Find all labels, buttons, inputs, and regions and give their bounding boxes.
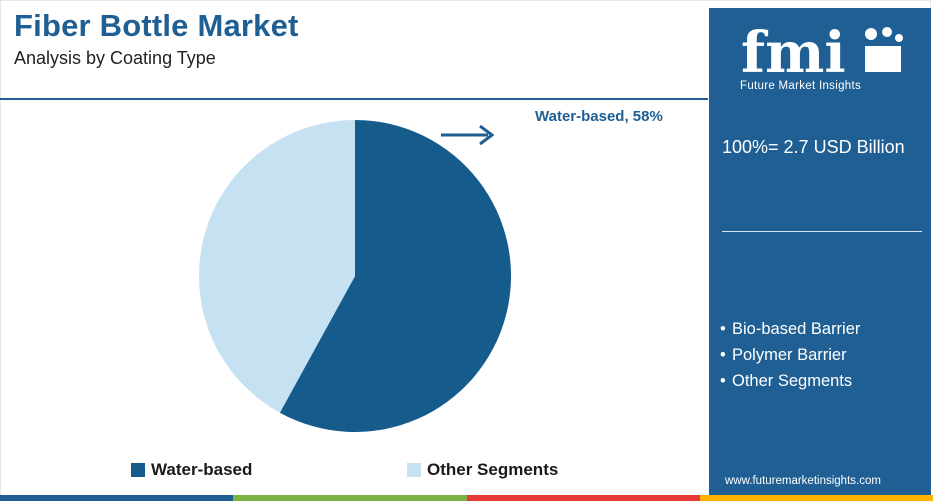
fmi-logo: fmi [741,24,903,86]
segment-item: • Bio-based Barrier [720,320,861,338]
footer-color-bar [0,495,933,501]
pie-chart [199,120,512,432]
footer-bar-segment [699,495,933,501]
panel-divider [722,231,922,232]
footer-bar-segment [466,495,700,501]
legend-swatch-water-based [131,463,145,477]
legend-label-other-segments: Other Segments [427,460,559,479]
footer-bar-segment [0,495,234,501]
website-link[interactable]: www.futuremarketinsights.com [725,475,881,487]
logo-caption: Future Market Insights [740,80,862,92]
footer-bar-segment [233,495,467,501]
chart-title: Fiber Bottle Market [14,8,299,43]
pie-slice-water-based [279,120,512,432]
info-panel [709,8,931,499]
segment-label: Other Segments [732,372,853,390]
legend-item-water-based: Water-based [131,458,252,482]
legend-item-other-segments: Other Segments [407,458,558,482]
right-arrow-icon [441,124,495,146]
market-total: 100%= 2.7 USD Billion [722,137,905,157]
segment-label: Polymer Barrier [732,346,847,364]
chart-subtitle: Analysis by Coating Type [14,48,216,68]
segment-label: Bio-based Barrier [732,320,861,338]
header-divider [0,98,708,100]
legend-swatch-other-segments [407,463,421,477]
legend-label-water-based: Water-based [151,460,253,479]
segment-list: • Bio-based Barrier • Polymer Barrier • Oth… [720,316,860,394]
water-based-data-label: Water-based, 58% [535,108,663,125]
segment-item: • Other Segments [720,372,853,390]
segment-item: • Polymer Barrier [720,346,847,364]
svg-text:fmi: fmi [741,24,846,86]
pie-slice-other-segments [199,120,355,413]
